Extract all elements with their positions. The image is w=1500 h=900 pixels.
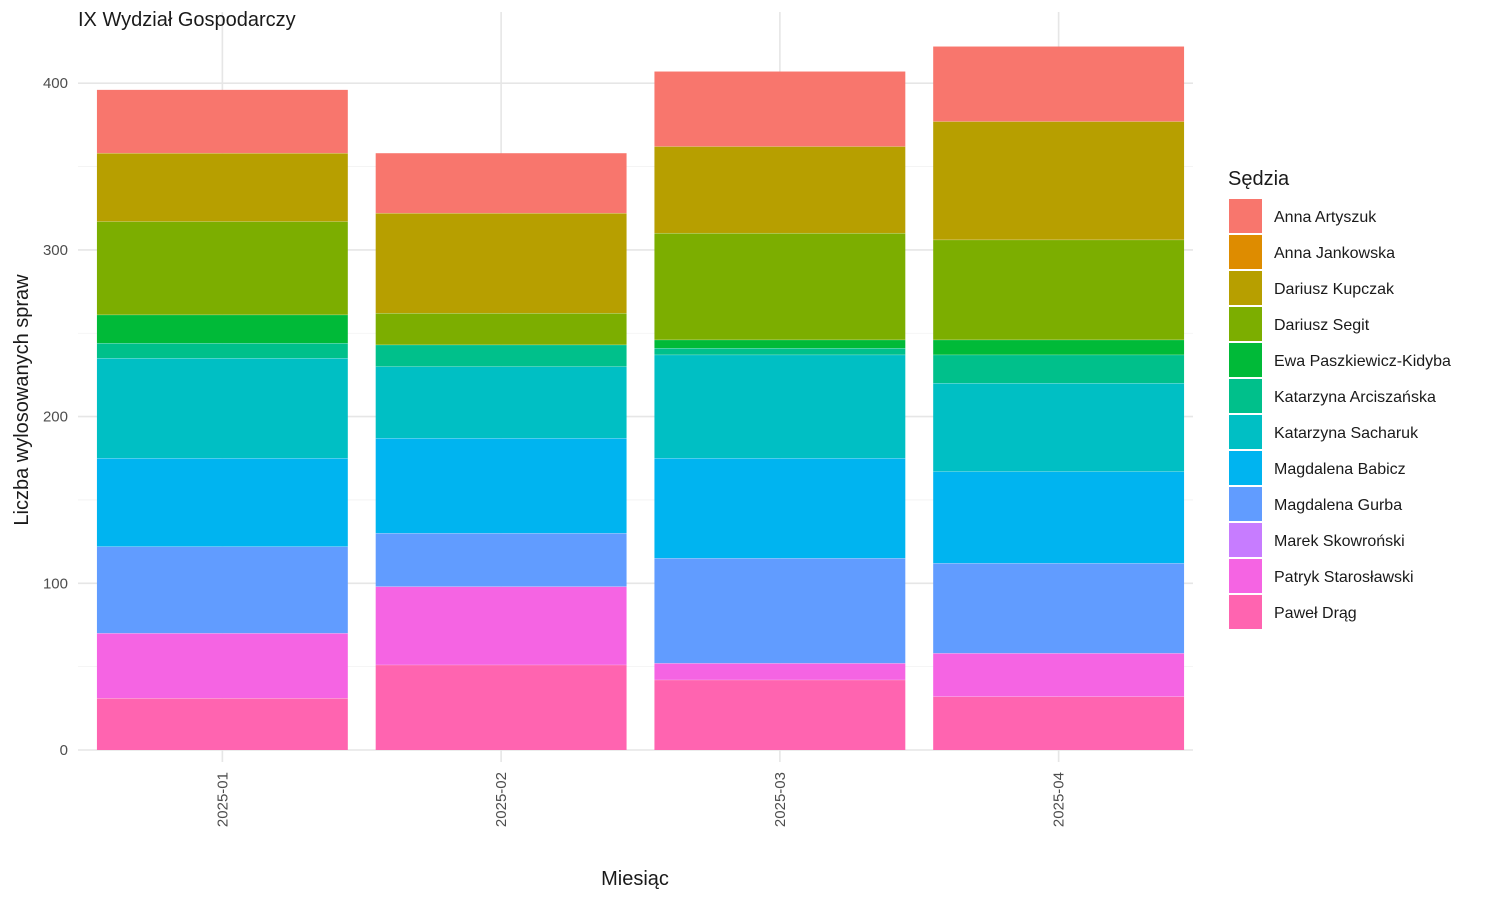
bar-segment [933, 563, 1185, 654]
legend-label: Magdalena Gurba [1274, 497, 1402, 514]
legend-label: Dariusz Kupczak [1274, 281, 1395, 298]
legend-key [1229, 559, 1262, 593]
legend: Sędzia Anna Artyszuk Anna Jankowska Darius… [1228, 168, 1451, 629]
bar-segment [96, 221, 348, 315]
y-tick-label: 100 [43, 575, 68, 592]
bar-segment [375, 664, 627, 750]
legend-title: Sędzia [1228, 168, 1290, 190]
y-tick-label: 300 [43, 242, 68, 259]
bar-segment [375, 213, 627, 314]
bar-segment [933, 121, 1185, 240]
bar-segment [933, 696, 1185, 750]
bar-segment [654, 458, 906, 559]
x-axis-title: Miesiąc [601, 868, 669, 890]
legend-label: Magdalena Babicz [1274, 461, 1406, 478]
bar-segment [933, 653, 1185, 697]
y-tick-label: 0 [60, 742, 68, 759]
bar-segment [933, 471, 1185, 564]
legend-label: Anna Jankowska [1274, 245, 1395, 262]
legend-key [1229, 595, 1262, 629]
bar-segment [933, 239, 1185, 340]
bar-segment [96, 358, 348, 459]
bar-segment [654, 558, 906, 664]
x-tick-label: 2025-02 [493, 772, 510, 827]
legend-key [1229, 415, 1262, 449]
legend-label: Katarzyna Sacharuk [1274, 425, 1419, 442]
legend-key [1229, 523, 1262, 557]
bar-segment [654, 679, 906, 750]
bar-segment [96, 633, 348, 699]
y-axis-title: Liczba wylosowanych spraw [11, 274, 33, 526]
bar-segment [375, 344, 627, 367]
bar-segment [654, 233, 906, 340]
bar-stack-group [96, 46, 1185, 750]
x-tick-label: 2025-01 [214, 772, 231, 827]
y-tick-label: 400 [43, 75, 68, 92]
bar-segment [375, 366, 627, 439]
legend-key [1229, 307, 1262, 341]
bar-segment [96, 153, 348, 222]
legend-key [1229, 451, 1262, 485]
legend-label: Marek Skowroński [1274, 533, 1405, 550]
legend-label: Patryk Starosławski [1274, 569, 1414, 586]
bar-segment [375, 586, 627, 665]
bar-segment [96, 546, 348, 634]
bar-segment [375, 153, 627, 214]
bar-segment [96, 314, 348, 344]
bar-segment [654, 146, 906, 234]
legend-key [1229, 235, 1262, 269]
bar-segment [933, 383, 1185, 472]
legend-key [1229, 199, 1262, 233]
legend-label: Dariusz Segit [1274, 317, 1370, 334]
bar-segment [96, 343, 348, 359]
bar-segment [933, 354, 1185, 384]
bar-segment [96, 698, 348, 750]
legend-label: Paweł Drąg [1274, 605, 1357, 622]
bar-segment [96, 89, 348, 154]
bar-segment [933, 339, 1185, 355]
chart-title: IX Wydział Gospodarczy [78, 9, 296, 31]
y-tick-label: 200 [43, 409, 68, 426]
y-axis-ticks: 0 100 200 300 400 [43, 75, 68, 759]
bar-segment [375, 313, 627, 345]
bar-segment [933, 46, 1185, 122]
x-tick-label: 2025-04 [1051, 772, 1068, 827]
bar-segment [375, 438, 627, 534]
x-axis-ticks: 2025-01 2025-02 2025-03 2025-04 [214, 772, 1067, 827]
bar-segment [654, 348, 906, 355]
bar-segment [654, 354, 906, 459]
legend-key [1229, 343, 1262, 377]
bar-segment [375, 533, 627, 587]
legend-label: Anna Artyszuk [1274, 209, 1377, 226]
x-tick-label: 2025-03 [772, 772, 789, 827]
legend-label: Katarzyna Arciszańska [1274, 389, 1436, 406]
legend-key [1229, 487, 1262, 521]
bar-segment [654, 339, 906, 349]
legend-label: Ewa Paszkiewicz-Kidyba [1274, 353, 1451, 370]
bar-segment [96, 458, 348, 547]
bar-segment [654, 663, 906, 680]
legend-key [1229, 271, 1262, 305]
legend-key [1229, 379, 1262, 413]
bar-segment [654, 71, 906, 147]
